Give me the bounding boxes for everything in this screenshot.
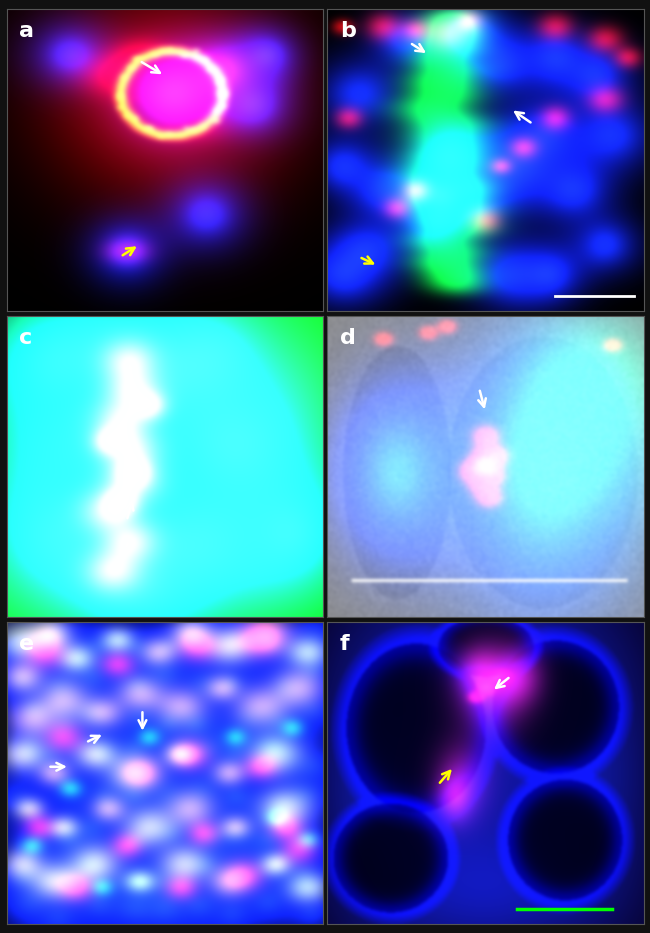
Text: b: b [340, 21, 356, 41]
Text: c: c [19, 327, 32, 348]
Text: a: a [19, 21, 34, 41]
Text: e: e [19, 634, 34, 654]
Text: d: d [340, 327, 356, 348]
Text: f: f [340, 634, 350, 654]
